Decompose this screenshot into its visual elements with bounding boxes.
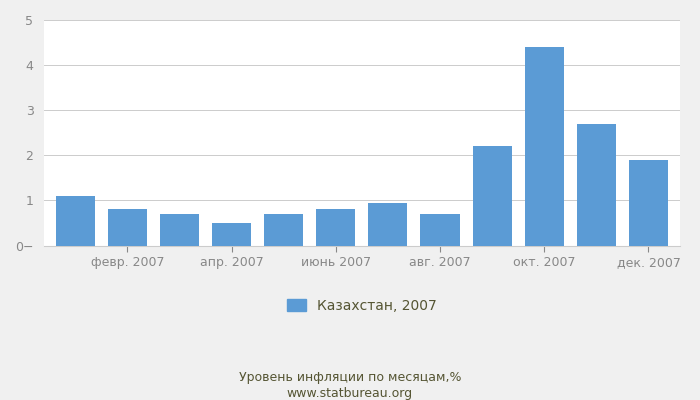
Bar xyxy=(629,160,668,246)
Bar xyxy=(473,146,512,246)
Bar xyxy=(108,210,147,246)
Bar xyxy=(577,124,616,246)
Bar xyxy=(316,210,356,246)
Bar xyxy=(212,223,251,246)
Text: Уровень инфляции по месяцам,%: Уровень инфляции по месяцам,% xyxy=(239,372,461,384)
Bar xyxy=(55,196,94,246)
Bar xyxy=(264,214,303,246)
Bar xyxy=(525,47,564,246)
Bar xyxy=(160,214,199,246)
Bar xyxy=(368,203,407,246)
Text: www.statbureau.org: www.statbureau.org xyxy=(287,388,413,400)
Legend: Казахстан, 2007: Казахстан, 2007 xyxy=(281,293,442,318)
Bar xyxy=(421,214,459,246)
